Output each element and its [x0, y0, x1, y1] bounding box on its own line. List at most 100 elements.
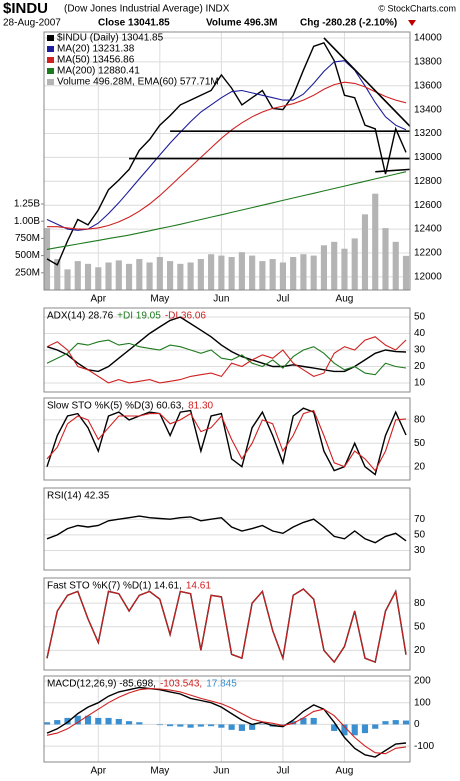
- legend-label: Volume 496.28M, EMA(60) 577.71M: [57, 77, 219, 88]
- trendline: [323, 37, 411, 127]
- x-tick-label: Aug: [336, 766, 354, 777]
- x-tick-label: Jun: [213, 766, 229, 777]
- volume: Volume 496.3M: [206, 18, 278, 29]
- bar: [54, 720, 61, 725]
- bar: [269, 259, 276, 290]
- y-tick-label: 80: [414, 415, 426, 426]
- legend-label: MACD(12,26,9) -85.698,: [47, 679, 156, 690]
- y-tick-label: 30: [414, 545, 426, 556]
- series-line: [46, 686, 407, 758]
- x-tick-label: Jul: [277, 766, 290, 777]
- bar: [290, 256, 297, 290]
- bar: [361, 214, 369, 290]
- date: 28-Aug-2007: [3, 18, 61, 29]
- bar: [167, 724, 174, 727]
- y-tick-label: 13800: [414, 57, 442, 68]
- bar: [361, 724, 369, 734]
- close: Close 13041.85: [98, 18, 170, 29]
- bar: [218, 255, 225, 290]
- bar: [105, 262, 112, 290]
- trendline: [375, 168, 411, 173]
- bar: [259, 261, 266, 290]
- bar: [136, 259, 143, 290]
- bar: [249, 724, 256, 730]
- y-tick-label: 50: [414, 438, 426, 449]
- y2-tick-label: 250M: [15, 267, 40, 278]
- bar: [372, 724, 379, 729]
- bar: [84, 715, 92, 725]
- y-tick-label: 12000: [414, 272, 442, 283]
- series-line: [46, 60, 407, 231]
- y2-tick-label: 500M: [15, 250, 40, 261]
- bar: [402, 720, 410, 725]
- bar: [382, 721, 389, 725]
- y-tick-label: 13600: [414, 80, 442, 91]
- y-tick-label: 50: [414, 312, 426, 323]
- bar: [310, 255, 317, 290]
- series-line: [46, 588, 407, 664]
- symbol: $INDU: [3, 0, 48, 17]
- panel-background: [44, 32, 410, 290]
- legend-label: 14.61: [186, 581, 211, 592]
- y-tick-label: 20: [414, 361, 426, 372]
- bar: [54, 259, 61, 290]
- y-tick-label: 14000: [414, 33, 442, 44]
- y-tick-label: 12200: [414, 248, 442, 259]
- bar: [125, 263, 133, 290]
- y2-tick-label: 750M: [15, 233, 40, 244]
- bar: [228, 256, 235, 290]
- series-line: [46, 336, 407, 384]
- series-line: [46, 409, 407, 472]
- y-tick-label: 0: [414, 719, 420, 730]
- series-line: [46, 41, 407, 266]
- y-tick-label: 20: [414, 645, 426, 656]
- bar: [341, 724, 348, 736]
- bar: [156, 256, 163, 290]
- bar: [167, 261, 174, 290]
- bar: [74, 261, 81, 290]
- series-line: [46, 171, 407, 250]
- bar: [392, 720, 399, 725]
- panel-background: [44, 676, 410, 762]
- y-tick-label: 80: [414, 598, 426, 609]
- x-tick-label: Jul: [277, 294, 290, 305]
- bar: [351, 724, 358, 736]
- bar: [187, 262, 194, 290]
- bar: [279, 262, 286, 290]
- source: © StockCharts.com: [378, 3, 456, 13]
- bar: [95, 267, 102, 290]
- legend-label: 17.845: [206, 679, 237, 690]
- x-tick-label: Apr: [91, 766, 107, 777]
- legend-label: RSI(14) 42.35: [47, 491, 110, 502]
- bar: [218, 724, 225, 728]
- bar: [197, 724, 204, 727]
- bar: [115, 719, 122, 725]
- bar: [74, 715, 81, 725]
- panel-frame: [43, 397, 411, 481]
- bar: [43, 722, 51, 725]
- x-tick-label: Apr: [91, 294, 107, 305]
- bar: [331, 724, 338, 731]
- y-tick-label: 13000: [414, 152, 442, 163]
- x-tick-label: May: [150, 766, 169, 777]
- y-tick-label: 40: [414, 328, 426, 339]
- bar: [300, 254, 307, 290]
- legend-label: -103.543,: [160, 679, 202, 690]
- y-tick-label: 200: [414, 676, 431, 687]
- panel-frame: [43, 487, 411, 571]
- legend-label: $INDU (Daily) 13041.85: [57, 33, 164, 44]
- bar: [115, 260, 122, 290]
- bar: [320, 245, 328, 290]
- panel-background: [44, 488, 410, 570]
- bar: [249, 255, 256, 290]
- bar: [197, 259, 204, 290]
- y-tick-label: -100: [414, 741, 434, 752]
- bar: [402, 255, 410, 290]
- down-arrow: [408, 20, 416, 26]
- y-tick-label: 12800: [414, 176, 442, 187]
- series-line: [46, 688, 407, 755]
- legend-swatch: [47, 79, 54, 85]
- change: Chg -280.28 (-2.10%): [300, 18, 397, 29]
- bar: [84, 263, 92, 290]
